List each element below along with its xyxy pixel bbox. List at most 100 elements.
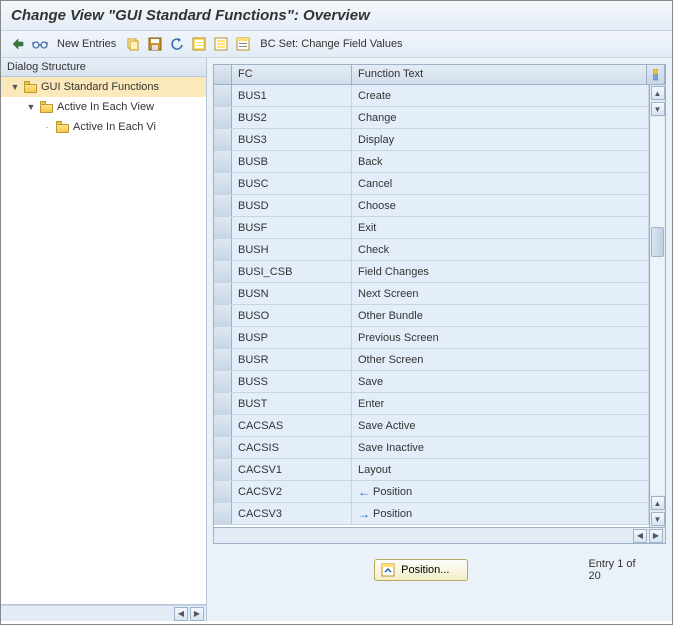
cell-function-text[interactable]: Choose (352, 195, 649, 216)
column-header-fc[interactable]: FC (232, 65, 352, 84)
glasses-icon[interactable] (31, 35, 49, 53)
cell-fc[interactable]: BUST (232, 393, 352, 414)
table-config-icon[interactable] (647, 65, 665, 84)
table-row[interactable]: BUSCCancel (214, 173, 649, 195)
cell-function-text[interactable]: Save (352, 371, 649, 392)
cell-fc[interactable]: BUS3 (232, 129, 352, 150)
cell-function-text[interactable]: Check (352, 239, 649, 260)
table-row[interactable]: CACSISSave Inactive (214, 437, 649, 459)
cell-fc[interactable]: BUS2 (232, 107, 352, 128)
cell-fc[interactable]: CACSAS (232, 415, 352, 436)
table-vscrollbar[interactable]: ▲ ▼ ▲ ▼ (649, 85, 665, 527)
row-selector[interactable] (214, 173, 232, 194)
cell-fc[interactable]: BUSP (232, 327, 352, 348)
scroll-left-icon[interactable]: ◀ (174, 607, 188, 621)
tree-toggle-icon[interactable]: ▼ (25, 99, 37, 115)
tree-toggle-icon[interactable]: · (41, 119, 53, 135)
cell-fc[interactable]: BUS1 (232, 85, 352, 106)
row-selector[interactable] (214, 239, 232, 260)
row-selector[interactable] (214, 327, 232, 348)
table-row[interactable]: BUS1Create (214, 85, 649, 107)
copy-icon[interactable] (124, 35, 142, 53)
cell-fc[interactable]: BUSH (232, 239, 352, 260)
row-selector[interactable] (214, 349, 232, 370)
row-selector[interactable] (214, 481, 232, 502)
table-row[interactable]: CACSV3→Position (214, 503, 649, 525)
row-selector[interactable] (214, 283, 232, 304)
scroll-down2-icon[interactable]: ▼ (651, 512, 665, 526)
row-selector[interactable] (214, 85, 232, 106)
new-entries-button[interactable]: New Entries (53, 38, 120, 50)
cell-fc[interactable]: CACSIS (232, 437, 352, 458)
cell-function-text[interactable]: Exit (352, 217, 649, 238)
cell-function-text[interactable]: Save Inactive (352, 437, 649, 458)
cell-fc[interactable]: BUSF (232, 217, 352, 238)
row-selector[interactable] (214, 503, 232, 524)
cell-function-text[interactable]: Save Active (352, 415, 649, 436)
tree-node[interactable]: ▼GUI Standard Functions (1, 77, 206, 97)
scroll-right-icon[interactable]: ▶ (190, 607, 204, 621)
cell-function-text[interactable]: Display (352, 129, 649, 150)
table-row[interactable]: BUSHCheck (214, 239, 649, 261)
table-row[interactable]: BUSBBack (214, 151, 649, 173)
bc-set-button[interactable]: BC Set: Change Field Values (256, 38, 406, 50)
row-selector[interactable] (214, 129, 232, 150)
column-header-function-text[interactable]: Function Text (352, 65, 647, 84)
cell-function-text[interactable]: Cancel (352, 173, 649, 194)
table-row[interactable]: BUS2Change (214, 107, 649, 129)
cell-function-text[interactable]: Previous Screen (352, 327, 649, 348)
cell-function-text[interactable]: Layout (352, 459, 649, 480)
row-selector[interactable] (214, 261, 232, 282)
scroll-thumb[interactable] (651, 227, 664, 257)
cell-fc[interactable]: CACSV1 (232, 459, 352, 480)
hscroll-left-icon[interactable]: ◀ (633, 529, 647, 543)
table-row[interactable]: CACSV2←Position (214, 481, 649, 503)
cell-function-text[interactable]: Other Screen (352, 349, 649, 370)
row-selector[interactable] (214, 459, 232, 480)
toggle-icon[interactable] (9, 35, 27, 53)
cell-function-text[interactable]: Field Changes (352, 261, 649, 282)
cell-function-text[interactable]: →Position (352, 503, 649, 524)
cell-function-text[interactable]: Change (352, 107, 649, 128)
cell-fc[interactable]: BUSS (232, 371, 352, 392)
select-all-header[interactable] (214, 65, 232, 84)
table-row[interactable]: BUSTEnter (214, 393, 649, 415)
cell-fc[interactable]: BUSI_CSB (232, 261, 352, 282)
table-row[interactable]: BUSOOther Bundle (214, 305, 649, 327)
row-selector[interactable] (214, 195, 232, 216)
cell-function-text[interactable]: Back (352, 151, 649, 172)
position-button[interactable]: Position... (374, 559, 468, 581)
deselect-all-icon[interactable] (212, 35, 230, 53)
row-selector[interactable] (214, 217, 232, 238)
table-row[interactable]: BUSDChoose (214, 195, 649, 217)
table-row[interactable]: BUSPPrevious Screen (214, 327, 649, 349)
table-row[interactable]: BUSSSave (214, 371, 649, 393)
cell-fc[interactable]: BUSR (232, 349, 352, 370)
cell-fc[interactable]: BUSD (232, 195, 352, 216)
row-selector[interactable] (214, 371, 232, 392)
cell-function-text[interactable]: Enter (352, 393, 649, 414)
cell-fc[interactable]: BUSN (232, 283, 352, 304)
cell-function-text[interactable]: ←Position (352, 481, 649, 502)
save-icon[interactable] (146, 35, 164, 53)
table-row[interactable]: CACSV1Layout (214, 459, 649, 481)
table-row[interactable]: BUS3Display (214, 129, 649, 151)
row-selector[interactable] (214, 415, 232, 436)
table-row[interactable]: CACSASSave Active (214, 415, 649, 437)
table-row[interactable]: BUSNNext Screen (214, 283, 649, 305)
cell-fc[interactable]: BUSO (232, 305, 352, 326)
cell-fc[interactable]: BUSB (232, 151, 352, 172)
tree-toggle-icon[interactable]: ▼ (9, 79, 21, 95)
cell-fc[interactable]: CACSV2 (232, 481, 352, 502)
row-selector[interactable] (214, 107, 232, 128)
row-selector[interactable] (214, 437, 232, 458)
scroll-up-icon[interactable]: ▲ (651, 86, 665, 100)
cell-function-text[interactable]: Other Bundle (352, 305, 649, 326)
cell-function-text[interactable]: Next Screen (352, 283, 649, 304)
select-all-icon[interactable] (190, 35, 208, 53)
hscroll-right-icon[interactable]: ▶ (649, 529, 663, 543)
undo-icon[interactable] (168, 35, 186, 53)
tree-node[interactable]: ·Active In Each Vi (1, 117, 206, 137)
cell-fc[interactable]: CACSV3 (232, 503, 352, 524)
scroll-up2-icon[interactable]: ▲ (651, 496, 665, 510)
